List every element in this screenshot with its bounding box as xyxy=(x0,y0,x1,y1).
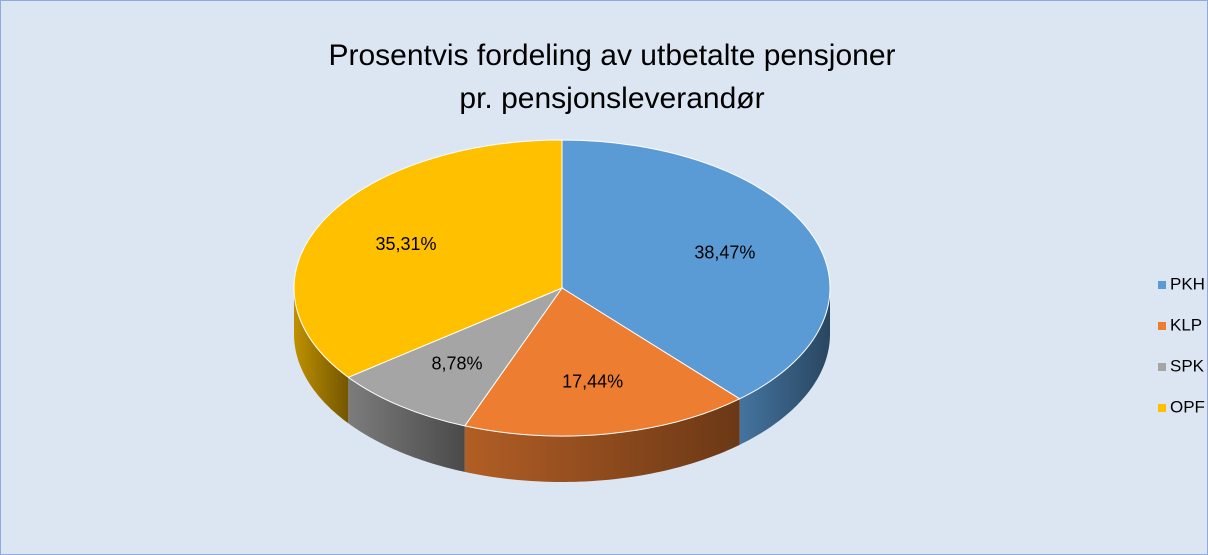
legend-swatch xyxy=(1158,281,1166,289)
legend-swatch xyxy=(1158,322,1166,330)
legend-label: KLP xyxy=(1170,315,1202,334)
slice-top xyxy=(463,287,741,437)
chart-title: Prosentvis fordeling av utbetalte pensjo… xyxy=(328,39,895,72)
legend-label: SPK xyxy=(1170,356,1205,375)
legend-swatch xyxy=(1158,404,1166,412)
slice-side xyxy=(348,377,465,472)
slice xyxy=(293,139,563,424)
slice xyxy=(463,287,741,482)
slice-side xyxy=(294,288,349,424)
legend-label: PKH xyxy=(1170,274,1205,293)
slice-side xyxy=(464,398,740,482)
legend-label: OPF xyxy=(1170,397,1205,416)
slice xyxy=(561,139,831,445)
slice-top xyxy=(561,139,831,400)
slice-side xyxy=(739,288,830,445)
data-label: 8,78% xyxy=(431,353,482,373)
data-label: 17,44% xyxy=(562,371,623,391)
chart-title: pr. pensjonsleverandør xyxy=(459,82,764,115)
data-label: 38,47% xyxy=(694,243,755,263)
slice-top xyxy=(293,139,563,378)
legend-swatch xyxy=(1158,363,1166,371)
data-label: 35,31% xyxy=(375,234,436,254)
slice-top xyxy=(347,286,564,427)
slice xyxy=(347,286,564,472)
